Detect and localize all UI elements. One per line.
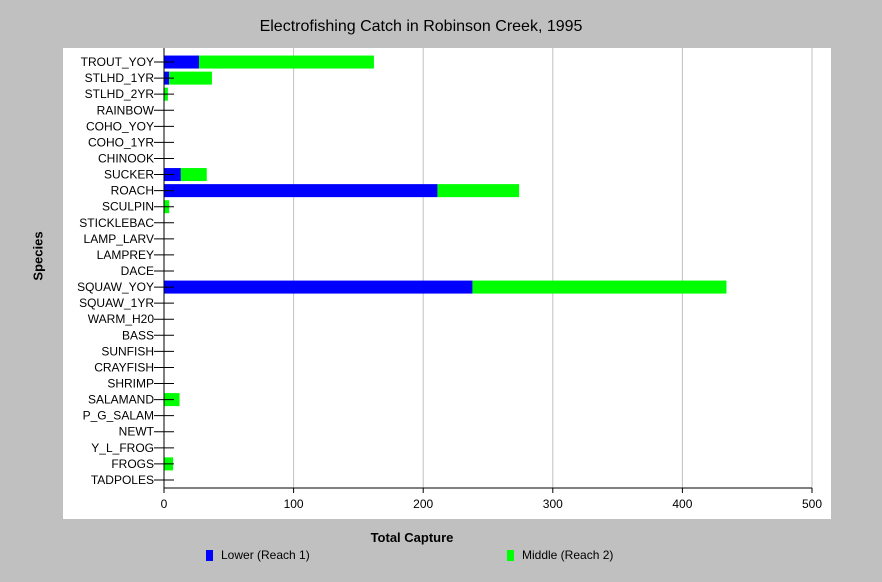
y-axis-label: Species (30, 231, 46, 281)
y-tick-label: CRAYFISH (94, 360, 154, 374)
legend-item-middle: Middle (Reach 2) (507, 548, 613, 562)
y-tick-label: SQUAW_1YR (79, 296, 154, 310)
y-tick-label: TROUT_YOY (81, 55, 154, 69)
bar-squaw-yoy-series-1 (472, 280, 727, 294)
bar-sucker-series-1 (180, 168, 207, 182)
legend-item-lower: Lower (Reach 1) (206, 548, 310, 562)
y-tick-label: SALAMAND (88, 393, 154, 407)
y-tick-label: P_G_SALAM (83, 409, 154, 423)
bar-roach-series-0 (164, 184, 438, 198)
y-tick-label: SUCKER (104, 168, 154, 182)
y-tick-label: STLHD_2YR (85, 87, 155, 101)
legend-swatch-middle (507, 549, 514, 561)
y-tick-label: SUNFISH (101, 344, 154, 358)
bar-trout-yoy-series-1 (198, 55, 374, 69)
bar-roach-series-1 (437, 184, 520, 198)
y-tick-label: RAINBOW (97, 103, 155, 117)
bar-squaw-yoy-series-0 (164, 280, 473, 294)
y-tick-label: STLHD_1YR (85, 71, 155, 85)
y-tick-label: Y_L_FROG (91, 441, 154, 455)
chart-title: Electrofishing Catch in Robinson Creek, … (259, 18, 583, 35)
plot-panel: TROUT_YOY STLHD_1YR STLHD_2YR RAINBOW COHO_Y… (63, 48, 831, 519)
y-tick-label: COHO_YOY (86, 119, 154, 133)
x-tick-label: 0 (161, 497, 168, 511)
x-tick-label: 300 (543, 497, 563, 511)
y-tick-label: DACE (121, 264, 154, 278)
bar-chart: TROUT_YOY STLHD_1YR STLHD_2YR RAINBOW COHO_Y… (77, 48, 822, 511)
y-tick-label: LAMPREY (97, 248, 154, 262)
y-tick-label: CHINOOK (98, 151, 154, 165)
y-tick-label: FROGS (111, 457, 154, 471)
x-axis-label: Total Capture (370, 530, 454, 545)
legend-label-lower: Lower (Reach 1) (221, 548, 310, 562)
y-tick-label: SHRIMP (107, 377, 154, 391)
y-tick-label: BASS (122, 328, 154, 342)
x-tick-label: 400 (672, 497, 692, 511)
y-tick-label: STICKLEBAC (79, 216, 154, 230)
bar-stlhd-1yr-series-1 (169, 71, 212, 85)
legend-label-middle: Middle (Reach 2) (522, 548, 614, 562)
x-tick-label: 500 (802, 497, 822, 511)
bar-trout-yoy-series-0 (164, 55, 199, 69)
y-tick-label: LAMP_LARV (84, 232, 154, 246)
y-tick-label: SQUAW_YOY (77, 280, 154, 294)
y-tick-label: NEWT (119, 425, 155, 439)
y-tick-label: ROACH (111, 184, 154, 198)
y-tick-label: WARM_H20 (88, 312, 155, 326)
legend-swatch-lower (206, 549, 213, 561)
y-tick-label: TADPOLES (91, 473, 154, 487)
y-tick-label: SCULPIN (102, 200, 154, 214)
y-tick-label: COHO_1YR (88, 135, 154, 149)
x-tick-label: 200 (413, 497, 433, 511)
x-tick-label: 100 (284, 497, 304, 511)
